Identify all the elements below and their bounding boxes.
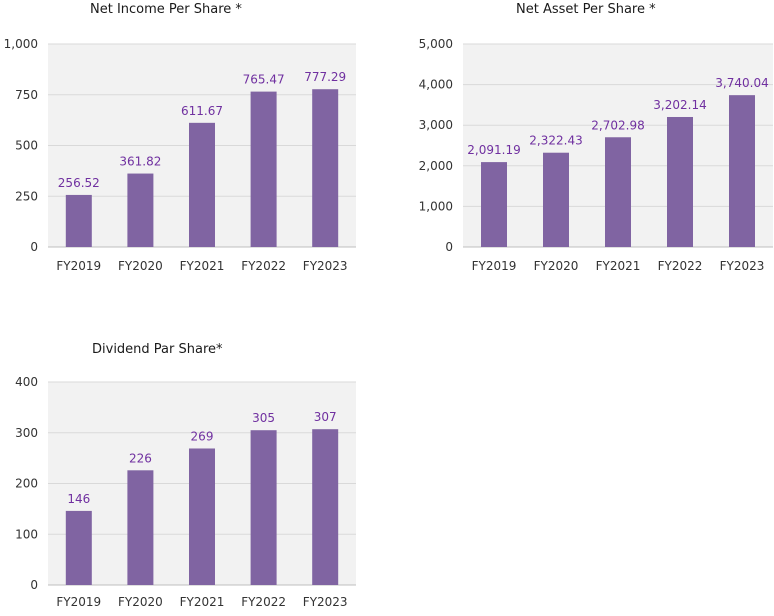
y-tick-label: 2,000 <box>419 159 453 173</box>
data-label: 146 <box>67 492 90 506</box>
y-tick-label: 750 <box>15 88 38 102</box>
x-tick-label: FY2020 <box>534 259 579 273</box>
x-tick-label: FY2019 <box>56 595 101 609</box>
data-label: 269 <box>191 429 214 443</box>
bar-fy2021 <box>605 137 631 247</box>
data-label: 611.67 <box>181 104 223 118</box>
x-tick-label: FY2019 <box>472 259 517 273</box>
x-tick-label: FY2019 <box>56 259 101 273</box>
x-tick-label: FY2022 <box>241 595 286 609</box>
data-label: 2,091.19 <box>467 143 520 157</box>
x-tick-label: FY2022 <box>658 259 703 273</box>
y-tick-label: 300 <box>15 426 38 440</box>
y-tick-label: 500 <box>15 139 38 153</box>
chart-title: Net Asset Per Share * <box>516 2 656 17</box>
dividend-per-share-chart: Dividend Par Share* 0 100 200 300 400 146 FY20… <box>0 338 370 616</box>
chart-title: Net Income Per Share * <box>90 2 242 17</box>
data-label: 2,702.98 <box>591 118 644 132</box>
bar-fy2020 <box>543 152 569 247</box>
x-tick-label: FY2021 <box>180 595 225 609</box>
data-label: 3,202.14 <box>653 98 706 112</box>
data-label: 2,322.43 <box>529 134 582 148</box>
x-tick-label: FY2020 <box>118 259 163 273</box>
chart-plot: 0 100 200 300 400 146 FY2019 226 FY2020 269 FY2021… <box>15 375 356 609</box>
y-tick-label: 4,000 <box>419 78 453 92</box>
y-tick-label: 5,000 <box>419 37 453 51</box>
bar-fy2023 <box>312 89 339 247</box>
data-label: 361.82 <box>119 155 161 169</box>
x-tick-label: FY2020 <box>118 595 163 609</box>
bar-fy2021 <box>189 448 215 585</box>
data-label: 256.52 <box>58 176 100 190</box>
bar-fy2019 <box>65 194 92 247</box>
y-tick-label: 400 <box>15 375 38 389</box>
bar-fy2022 <box>667 116 693 247</box>
bar-fy2022 <box>250 430 277 585</box>
data-label: 777.29 <box>304 70 346 84</box>
bar-fy2020 <box>127 173 154 247</box>
y-tick-label: 100 <box>15 527 38 541</box>
bar-fy2019 <box>481 162 507 247</box>
y-tick-label: 1,000 <box>419 199 453 213</box>
y-tick-label: 0 <box>30 240 38 254</box>
x-tick-label: FY2023 <box>720 259 765 273</box>
y-tick-label: 3,000 <box>419 118 453 132</box>
data-label: 305 <box>252 411 275 425</box>
data-label: 307 <box>314 410 337 424</box>
net-income-per-share-chart: Net Income Per Share * 0 250 500 750 1,000 25… <box>0 0 370 289</box>
x-tick-label: FY2022 <box>241 259 286 273</box>
bar-fy2019 <box>65 510 92 585</box>
y-tick-label: 250 <box>15 189 38 203</box>
chart-title: Dividend Par Share* <box>92 342 223 357</box>
x-tick-label: FY2023 <box>303 595 348 609</box>
bar-fy2023 <box>312 429 339 585</box>
x-tick-label: FY2021 <box>180 259 225 273</box>
bar-fy2020 <box>127 470 154 585</box>
bar-fy2022 <box>250 91 277 247</box>
data-label: 226 <box>129 451 152 465</box>
y-tick-label: 200 <box>15 477 38 491</box>
chart-plot: 0 250 500 750 1,000 256.52 FY2019 361.82 FY2020 6… <box>4 37 356 273</box>
y-tick-label: 0 <box>445 240 453 254</box>
bar-fy2023 <box>729 95 755 247</box>
x-tick-label: FY2021 <box>596 259 641 273</box>
chart-plot: 0 1,000 2,000 3,000 4,000 5,000 2,091.19 FY2019… <box>419 37 773 273</box>
x-tick-label: FY2023 <box>303 259 348 273</box>
data-label: 3,740.04 <box>715 76 768 90</box>
net-asset-per-share-chart: Net Asset Per Share * 0 1,000 2,000 3,000 4,… <box>400 0 774 289</box>
data-label: 765.47 <box>243 73 285 87</box>
y-tick-label: 1,000 <box>4 37 38 51</box>
y-tick-label: 0 <box>30 578 38 592</box>
bar-fy2021 <box>189 122 215 247</box>
